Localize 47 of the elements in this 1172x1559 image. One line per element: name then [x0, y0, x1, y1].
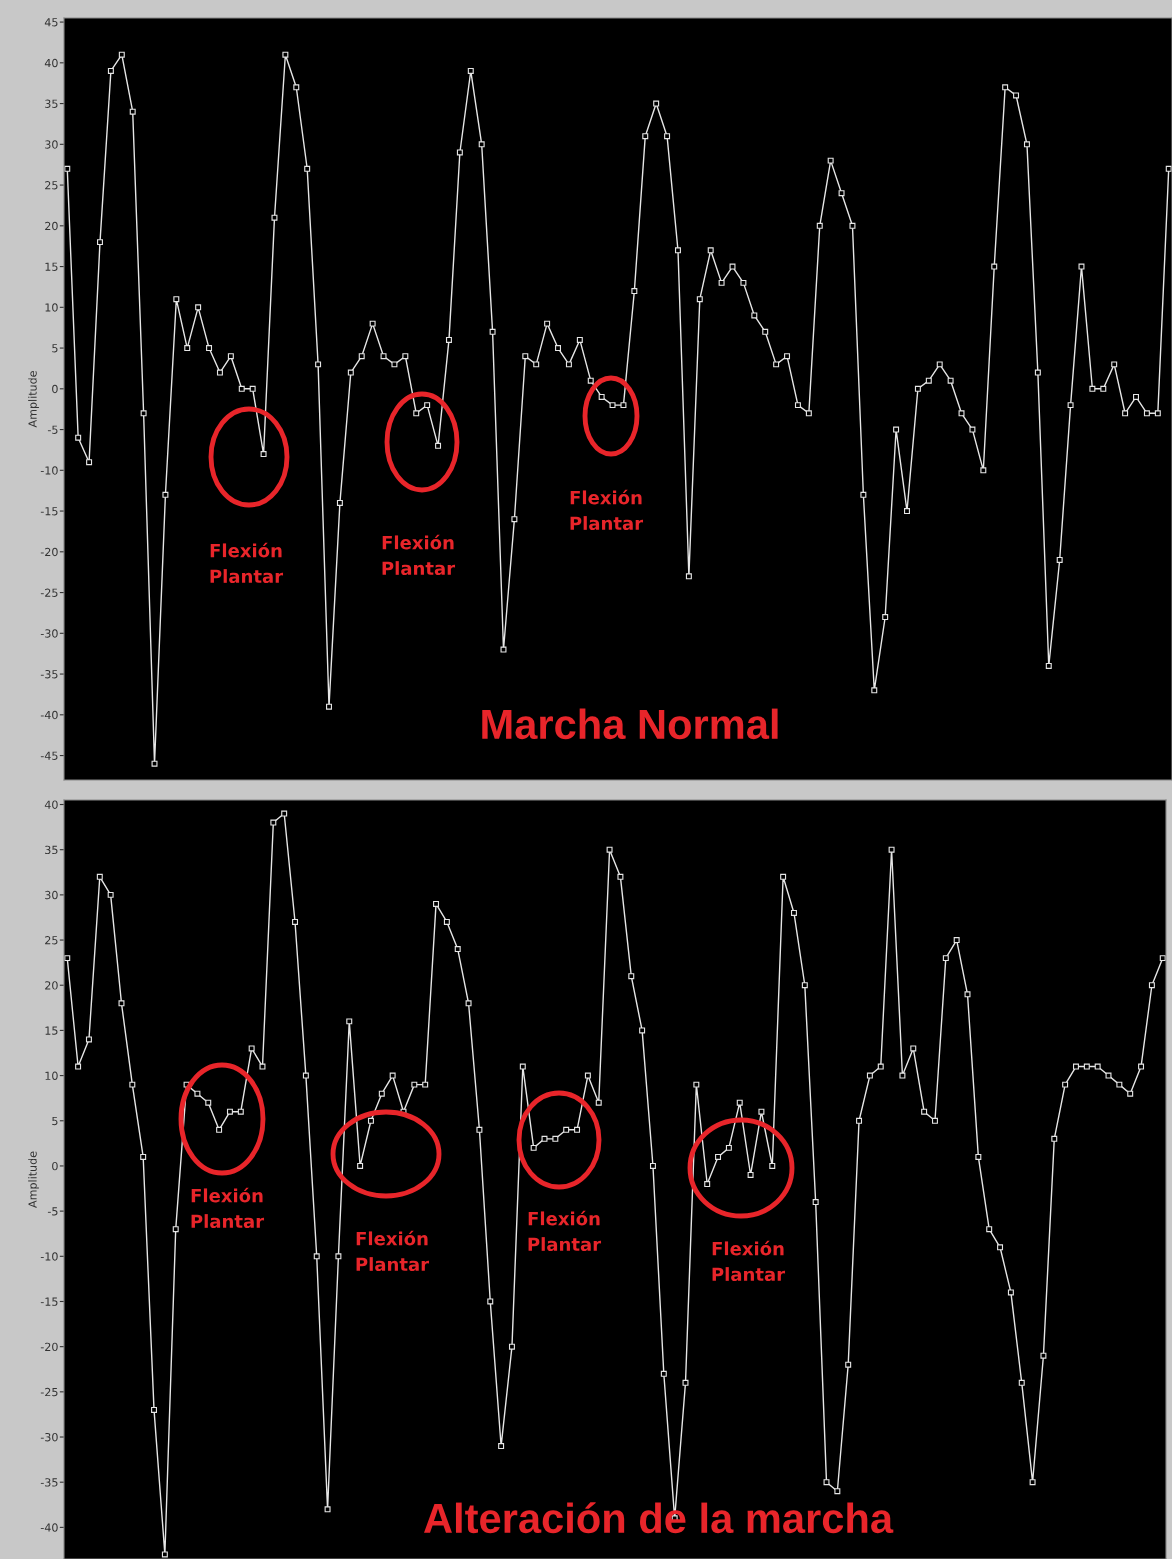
y-tick-label: -20 — [40, 547, 58, 557]
y-tick-label: -30 — [40, 1432, 58, 1442]
annotation: Flexión Plantar — [382, 534, 456, 576]
text: Alteración de la marcha — [424, 1502, 894, 1534]
annotation: Flexión Plantar — [210, 542, 284, 584]
annotation: Flexión Plantar — [191, 1187, 265, 1229]
y-tick-label: -45 — [40, 751, 58, 760]
y-tick-label: 30 — [45, 890, 58, 900]
y-tick-label: 10 — [45, 1071, 58, 1080]
y-tick-label: -25 — [40, 1387, 58, 1397]
text: Marcha Normal — [482, 708, 778, 740]
y-tick-label: -25 — [40, 588, 58, 597]
y-tick-label: -35 — [40, 670, 58, 679]
y-tick-label: 40 — [44, 58, 58, 68]
y-tick-label: -40 — [40, 710, 58, 720]
y-tick-label: 0 — [52, 1161, 58, 1171]
y-tick-label: -10 — [40, 466, 58, 475]
y-tick-label: 20 — [45, 981, 58, 990]
y-tick-label: -30 — [40, 629, 58, 638]
y-tick-label: 40 — [44, 800, 58, 809]
y-tick-label: 5 — [52, 1116, 58, 1126]
y-tick-label: 15 — [45, 262, 58, 271]
y-tick-label: -35 — [40, 1478, 58, 1487]
y-tick-label: 25 — [45, 936, 58, 945]
y-tick-label: 20 — [45, 221, 58, 231]
y-tick-label: -40 — [40, 1523, 58, 1532]
y-tick-label: 5 — [52, 344, 58, 353]
y-tick-label: 15 — [45, 1026, 58, 1035]
y-tick-label: 10 — [45, 303, 58, 312]
y-tick-label: -5 — [47, 425, 58, 434]
y-tick-label: -10 — [40, 1252, 58, 1261]
y-tick-label: 25 — [45, 181, 58, 190]
y-tick-label: -15 — [40, 1297, 58, 1306]
annotation: Flexión Plantar — [570, 489, 644, 531]
annotation: Flexión Plantar — [528, 1210, 602, 1252]
y-axis-title: Amplitude — [28, 1151, 39, 1208]
y-tick-label: -20 — [40, 1342, 58, 1352]
y-axis-title: Amplitude — [28, 371, 39, 428]
annotation: Flexión Plantar — [356, 1230, 430, 1272]
y-tick-label: 45 — [44, 18, 58, 27]
y-tick-label: 30 — [45, 140, 58, 149]
y-tick-label: -5 — [47, 1207, 58, 1216]
y-tick-label: 0 — [52, 384, 58, 394]
y-tick-label: 35 — [45, 845, 58, 855]
y-tick-label: 35 — [45, 99, 58, 108]
y-tick-label: -15 — [40, 507, 58, 516]
annotation: Flexión Plantar — [712, 1240, 786, 1282]
